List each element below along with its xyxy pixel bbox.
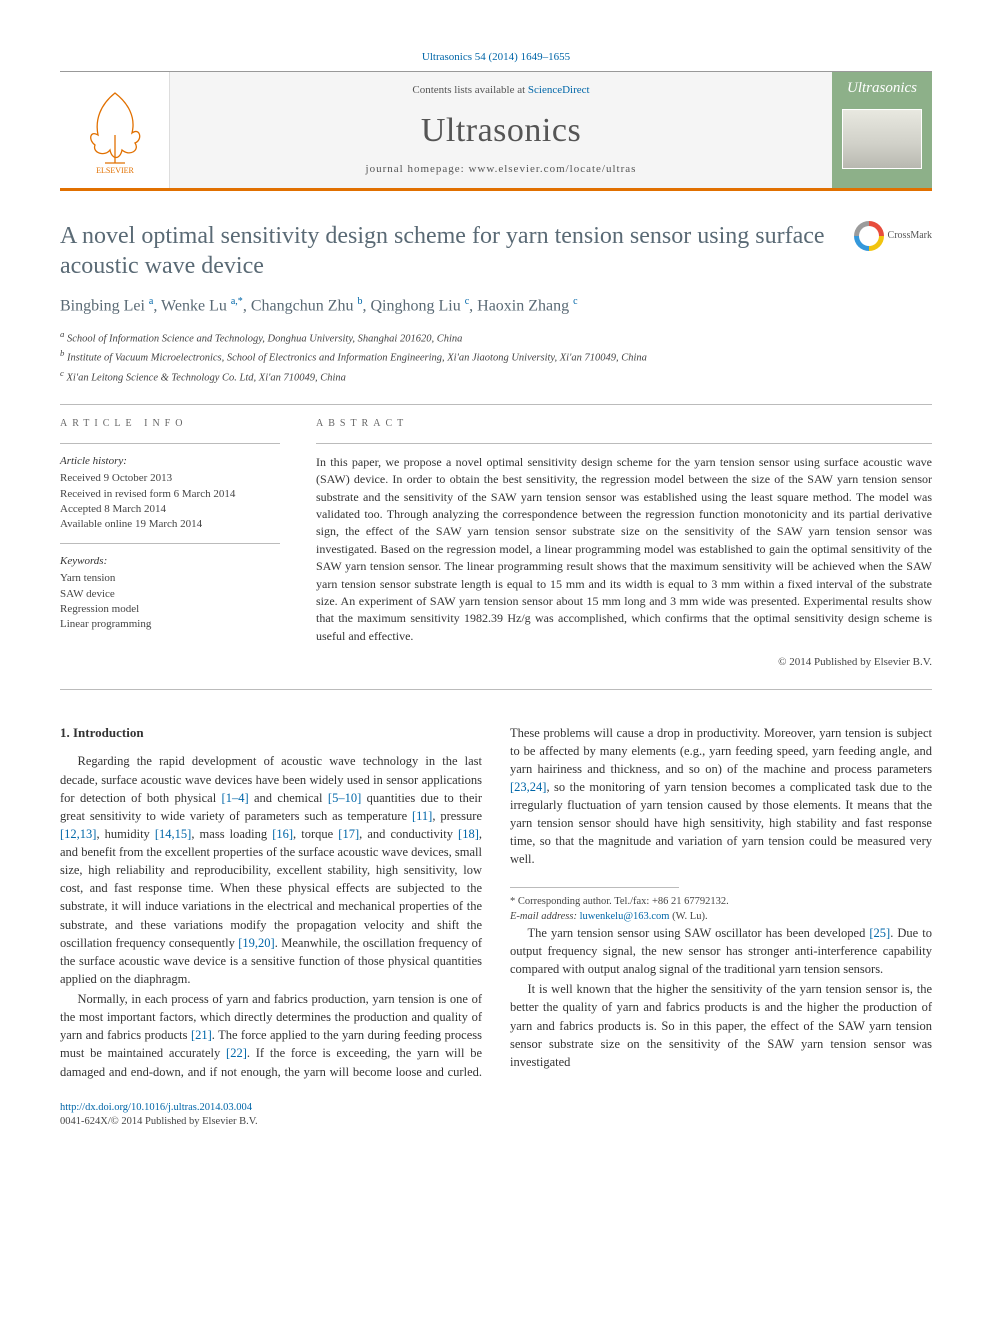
homepage-url[interactable]: www.elsevier.com/locate/ultras (468, 163, 636, 175)
history-line: Received 9 October 2013 (60, 471, 280, 486)
paragraph: The yarn tension sensor using SAW oscill… (510, 924, 932, 978)
crossmark-label: CrossMark (888, 229, 932, 243)
crossmark-icon (854, 221, 884, 251)
body-text: 1. Introduction Regarding the rapid deve… (60, 724, 932, 1081)
info-divider (60, 443, 280, 444)
keyword: Yarn tension (60, 571, 280, 586)
history-line: Available online 19 March 2014 (60, 517, 280, 532)
keywords-label: Keywords: (60, 554, 280, 569)
divider (60, 689, 932, 690)
history-line: Received in revised form 6 March 2014 (60, 487, 280, 502)
history-line: Accepted 8 March 2014 (60, 502, 280, 517)
doi-block: http://dx.doi.org/10.1016/j.ultras.2014.… (60, 1101, 932, 1130)
section-heading: 1. Introduction (60, 724, 482, 743)
authors: Bingbing Lei a, Wenke Lu a,*, Changchun … (60, 295, 932, 318)
article-info: article info Article history: Received 9… (60, 417, 280, 671)
paragraph: It is well known that the higher the sen… (510, 980, 932, 1071)
info-divider (60, 543, 280, 544)
affil-b: b Institute of Vacuum Microelectronics, … (60, 347, 932, 366)
info-label: article info (60, 417, 280, 431)
elsevier-tree-icon: ELSEVIER (80, 85, 150, 175)
abs-divider (316, 443, 932, 444)
publisher-logo-box: ELSEVIER (60, 72, 170, 188)
footnotes: * Corresponding author. Tel./fax: +86 21… (510, 894, 932, 924)
doi-link[interactable]: http://dx.doi.org/10.1016/j.ultras.2014.… (60, 1102, 252, 1113)
cover-art (842, 109, 922, 169)
homepage-line: journal homepage: www.elsevier.com/locat… (366, 162, 637, 177)
contents-prefix: Contents lists available at (412, 84, 527, 96)
keyword: Linear programming (60, 617, 280, 632)
masthead-center: Contents lists available at ScienceDirec… (170, 72, 832, 188)
email-link[interactable]: luwenkelu@163.com (580, 911, 670, 922)
divider (60, 404, 932, 405)
abstract-label: abstract (316, 417, 932, 431)
svg-text:ELSEVIER: ELSEVIER (96, 166, 134, 175)
crossmark-badge[interactable]: CrossMark (854, 221, 932, 251)
sciencedirect-link[interactable]: ScienceDirect (528, 84, 590, 96)
email-line: E-mail address: luwenkelu@163.com (W. Lu… (510, 909, 932, 924)
contents-line: Contents lists available at ScienceDirec… (412, 83, 589, 98)
journal-name: Ultrasonics (421, 107, 581, 155)
citation: Ultrasonics 54 (2014) 1649–1655 (60, 50, 932, 65)
keyword: Regression model (60, 602, 280, 617)
issn-line: 0041-624X/© 2014 Published by Elsevier B… (60, 1116, 258, 1127)
abstract-text: In this paper, we propose a novel optima… (316, 454, 932, 645)
abstract: abstract In this paper, we propose a nov… (316, 417, 932, 671)
affil-a: a School of Information Science and Tech… (60, 328, 932, 347)
homepage-prefix: journal homepage: (366, 163, 469, 175)
corresponding-author: * Corresponding author. Tel./fax: +86 21… (510, 894, 932, 909)
affiliations: a School of Information Science and Tech… (60, 328, 932, 386)
masthead: ELSEVIER Contents lists available at Sci… (60, 71, 932, 191)
paragraph: Regarding the rapid development of acous… (60, 752, 482, 988)
keyword: SAW device (60, 587, 280, 602)
copyright: © 2014 Published by Elsevier B.V. (316, 655, 932, 670)
history-label: Article history: (60, 454, 280, 469)
article-title: A novel optimal sensitivity design schem… (60, 221, 834, 281)
citation-link[interactable]: Ultrasonics 54 (2014) 1649–1655 (422, 51, 570, 63)
affil-c: c Xi'an Leitong Science & Technology Co.… (60, 367, 932, 386)
journal-cover: Ultrasonics (832, 72, 932, 188)
cover-title: Ultrasonics (847, 78, 917, 99)
footnote-divider (510, 887, 679, 888)
